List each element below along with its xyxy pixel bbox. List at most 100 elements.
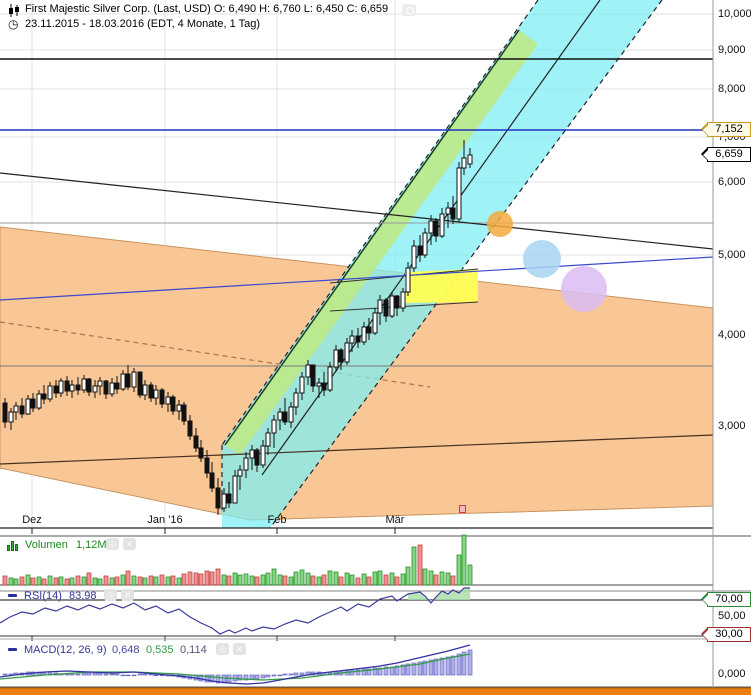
rsi-close-icon[interactable]: ✕ xyxy=(121,589,134,602)
candle-body xyxy=(316,382,322,387)
macd-histogram-bar xyxy=(400,664,406,676)
macd-histogram-bar xyxy=(422,660,428,676)
macd-histogram-bar xyxy=(445,656,451,676)
volume-bar xyxy=(170,575,176,586)
volume-bar xyxy=(282,575,288,586)
macd-histogram-bar xyxy=(114,673,120,676)
macd-histogram-bar xyxy=(265,674,271,678)
candle-body xyxy=(260,445,266,466)
annotation-circle-orange xyxy=(487,211,513,237)
volume-bar xyxy=(288,576,294,586)
macd-histogram-bar xyxy=(282,673,288,676)
volume-panel-label[interactable]: Volumen xyxy=(25,539,68,551)
volume-bar xyxy=(372,571,378,586)
candle-body xyxy=(159,389,165,405)
candle-body xyxy=(349,335,355,344)
macd-histogram-bar xyxy=(299,672,305,676)
macd-histogram-bar xyxy=(69,673,75,676)
candle-body xyxy=(282,411,288,423)
volume-bar xyxy=(142,577,148,586)
candle-body xyxy=(232,475,238,504)
macd-histogram-bar xyxy=(81,672,87,676)
candle-body xyxy=(327,366,333,391)
candle-body xyxy=(333,349,339,368)
volume-bar xyxy=(316,576,322,586)
candle-body xyxy=(271,419,277,434)
candle-body xyxy=(30,398,36,409)
instrument-title[interactable]: First Majestic Silver Corp. (Last, USD) … xyxy=(25,3,389,15)
candle-body xyxy=(19,405,25,415)
volume-bar xyxy=(148,575,154,586)
alert-price-tag[interactable]: 7,152 xyxy=(701,122,751,137)
volume-bar xyxy=(25,574,31,586)
macd-histogram-bar xyxy=(2,673,8,676)
volume-bar xyxy=(389,572,395,586)
candle-body xyxy=(383,299,389,317)
candle-body xyxy=(97,380,103,387)
macd-histogram-bar xyxy=(86,672,92,676)
volume-bar xyxy=(153,576,159,586)
macd-histogram-bar xyxy=(125,674,131,677)
last-price-tag: 6,659 xyxy=(701,147,751,162)
volume-bar xyxy=(338,576,344,586)
macd-panel-label[interactable]: MACD(12, 26, 9) xyxy=(24,644,107,656)
volume-bar xyxy=(305,572,311,586)
macd-histogram-bar xyxy=(417,661,423,676)
candle-body xyxy=(243,457,249,471)
volume-bar xyxy=(13,578,19,586)
channel-right-dashed xyxy=(269,0,663,529)
candle-body xyxy=(198,447,204,459)
rsi-70-tag: 70,00 xyxy=(701,592,751,607)
macd-histogram-bar xyxy=(361,668,367,676)
macd-histogram-bar xyxy=(109,673,115,676)
candle-body xyxy=(92,385,98,393)
volume-bar xyxy=(41,578,47,586)
volume-icon xyxy=(7,541,20,551)
candle-body xyxy=(305,364,311,378)
candle-body xyxy=(142,384,148,396)
candle-body xyxy=(445,207,451,215)
volume-bar xyxy=(221,574,227,586)
macd-histogram-bar xyxy=(204,674,210,683)
candle-body xyxy=(103,380,109,395)
price-label-5000: 5,000 xyxy=(718,249,746,261)
macd-histogram-bar xyxy=(293,672,299,676)
candle-body xyxy=(137,371,143,396)
candle-body xyxy=(187,420,193,437)
candle-body xyxy=(64,380,70,392)
volume-bar xyxy=(131,575,137,586)
macd-histogram-bar xyxy=(383,666,389,676)
candle-body xyxy=(355,335,361,343)
macd-histogram-bar xyxy=(131,674,137,677)
rsi-30-tag: 30,00 xyxy=(701,627,751,642)
volume-bar xyxy=(159,574,165,586)
candle-body xyxy=(361,326,367,343)
macd-histogram-bar xyxy=(120,674,126,677)
macd-panel-icons: ◎ ✕ xyxy=(212,643,246,656)
volume-settings-icon[interactable]: ◎ xyxy=(106,538,119,551)
candle-body xyxy=(181,404,187,422)
candle-body xyxy=(170,396,176,412)
volume-bar xyxy=(215,568,221,586)
macd-close-icon[interactable]: ✕ xyxy=(233,643,246,656)
macd-histogram-bar xyxy=(288,673,294,676)
volume-bar xyxy=(271,568,277,586)
candle-body xyxy=(293,392,299,408)
candle-body xyxy=(114,382,120,390)
macd-settings-icon[interactable]: ◎ xyxy=(216,643,229,656)
macd-histogram-bar xyxy=(277,674,283,677)
rsi-settings-icon[interactable]: ◎ xyxy=(104,589,117,602)
volume-bar xyxy=(456,554,462,586)
macd-histogram-bar xyxy=(237,674,243,681)
candle-body xyxy=(125,373,131,388)
volume-bar xyxy=(461,534,467,586)
macd-histogram-bar xyxy=(249,674,255,680)
volume-panel-icons: ◎ ✕ xyxy=(102,538,136,551)
volume-bar xyxy=(58,576,64,586)
price-label-3000: 3,000 xyxy=(718,420,746,432)
chart-settings-icon[interactable] xyxy=(402,4,416,16)
annotation-circle-purple xyxy=(561,266,607,312)
rsi-panel-label[interactable]: RSI(14) xyxy=(24,590,62,602)
macd-histogram-bar xyxy=(439,657,445,676)
volume-close-icon[interactable]: ✕ xyxy=(123,538,136,551)
